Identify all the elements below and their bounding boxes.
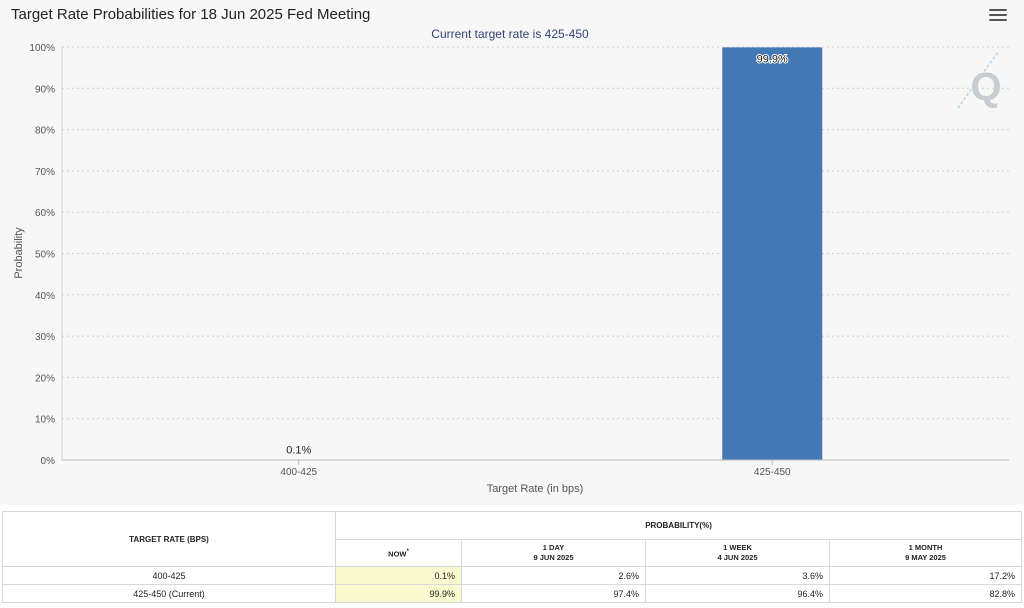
table-row: 425-450 (Current) 99.9% 97.4% 96.4% 82.8…: [2, 584, 1023, 603]
x-axis-label: Target Rate (in bps): [487, 483, 584, 495]
row-now-value: 99.9%: [335, 584, 462, 603]
header-probability: PROBABILITY(%): [334, 511, 1023, 540]
row-1-day-value: 97.4%: [461, 584, 646, 603]
chart-panel: Target Rate Probabilities for 18 Jun 202…: [11, 6, 1009, 495]
row-1-week-value: 96.4%: [645, 584, 830, 603]
watermark-q: Q: [970, 65, 1001, 109]
header-1-day-label: 1 DAY: [542, 543, 565, 552]
row-rate: 400-425: [2, 566, 336, 585]
data-label: 99.9%: [757, 53, 788, 65]
row-1-month-value: 17.2%: [828, 566, 1023, 585]
header-1-day-date: 9 JUN 2025: [533, 553, 574, 562]
header-1-week-date: 4 JUN 2025: [717, 553, 758, 562]
probability-table: TARGET RATE (BPS) PROBABILITY(%) NOW* 1 …: [2, 511, 1023, 603]
hamburger-menu-icon[interactable]: [989, 9, 1007, 25]
row-1-week-value: 3.6%: [645, 566, 830, 585]
bar-chart: Current target rate is 425-450 0% 10% 20% 3…: [13, 27, 1009, 495]
y-tick-label: 60%: [35, 208, 55, 219]
x-tick-label: 400-425: [280, 467, 317, 478]
header-1-month-label: 1 MONTH: [908, 543, 943, 552]
header-now: NOW*: [335, 539, 462, 567]
y-tick-label: 20%: [35, 373, 55, 384]
header-now-label: NOW: [388, 549, 407, 559]
table-row: 400-425 0.1% 2.6% 3.6% 17.2%: [2, 566, 1023, 585]
header-1-month-date: 9 MAY 2025: [905, 553, 946, 562]
y-tick-label: 0%: [41, 456, 56, 467]
watermark-logo: Q: [957, 51, 1002, 109]
row-1-day-value: 2.6%: [461, 566, 646, 585]
row-now-value: 0.1%: [335, 566, 462, 585]
y-tick-label: 90%: [35, 84, 55, 95]
y-tick-label: 30%: [35, 332, 55, 343]
probability-table-container: TARGET RATE (BPS) PROBABILITY(%) NOW* 1 …: [2, 511, 1023, 605]
row-rate: 425-450 (Current): [2, 584, 336, 603]
y-axis-label: Probability: [13, 227, 25, 279]
row-1-month-value: 82.8%: [828, 584, 1023, 603]
y-tick-label: 40%: [35, 291, 55, 302]
x-tick-label: 425-450: [754, 467, 791, 478]
chart-subtitle: Current target rate is 425-450: [431, 27, 589, 41]
y-tick-label: 100%: [29, 43, 55, 54]
data-label: 0.1%: [286, 445, 311, 457]
header-1-week-label: 1 WEEK: [723, 543, 752, 552]
y-tick-label: 80%: [35, 126, 55, 137]
y-tick-label: 10%: [35, 415, 55, 426]
header-1-week: 1 WEEK 4 JUN 2025: [645, 539, 830, 567]
header-1-day: 1 DAY 9 JUN 2025: [461, 539, 646, 567]
chart-title: Target Rate Probabilities for 18 Jun 202…: [11, 6, 371, 23]
header-now-marker: *: [406, 548, 409, 555]
y-tick-label: 70%: [35, 167, 55, 178]
header-target-rate: TARGET RATE (BPS): [2, 511, 336, 567]
header-1-month: 1 MONTH 9 MAY 2025: [828, 539, 1023, 567]
bar-425-450: [722, 47, 823, 461]
y-tick-label: 50%: [35, 250, 55, 261]
